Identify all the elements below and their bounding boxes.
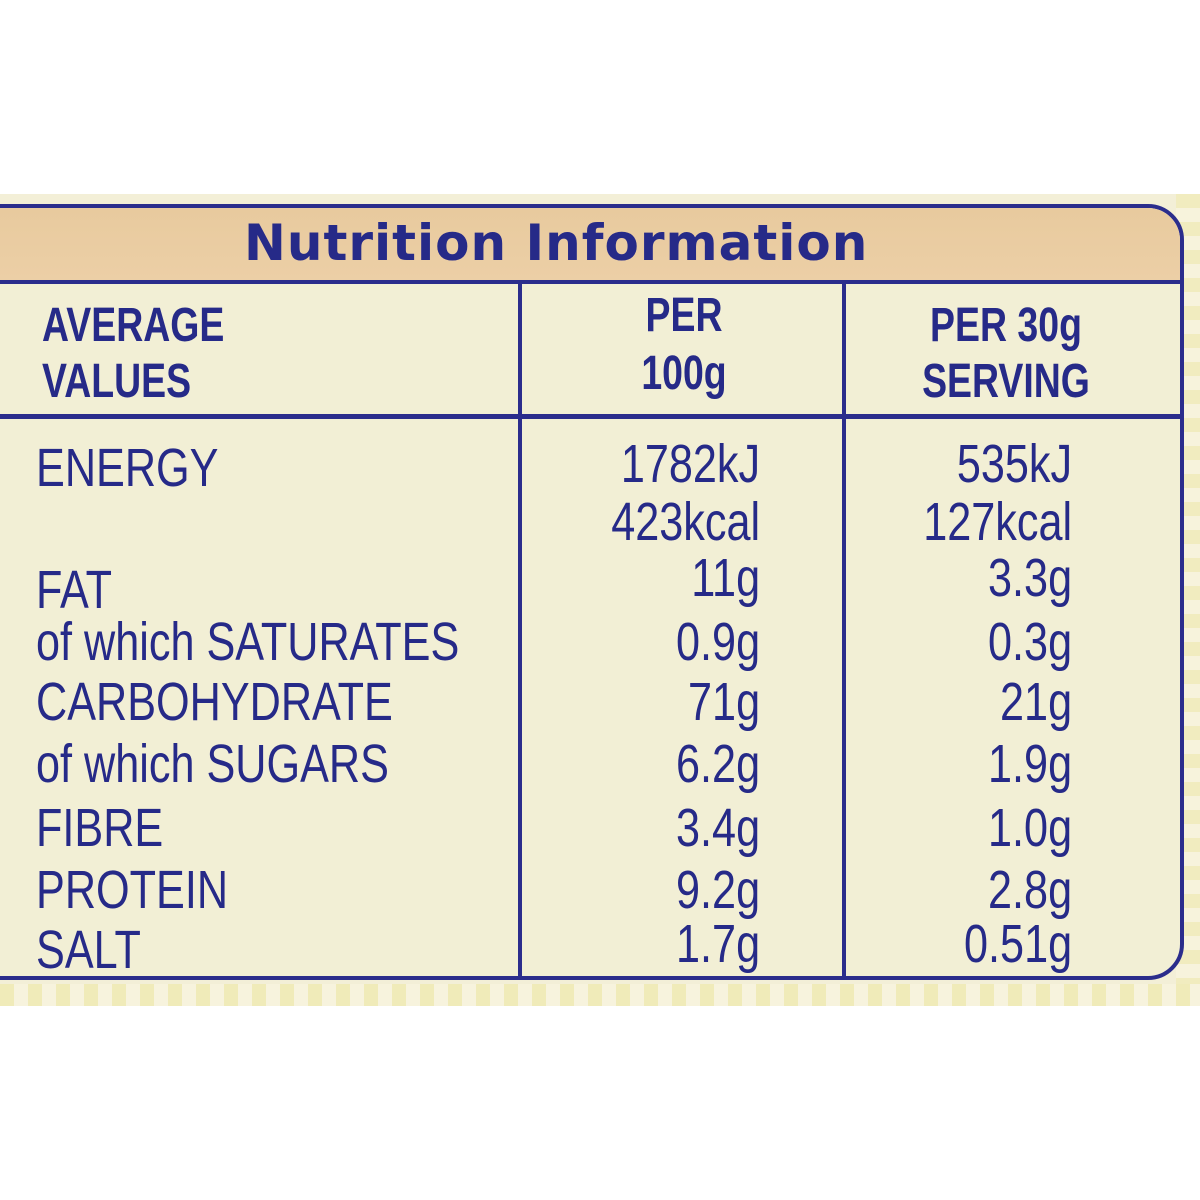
row-sugars-label: of which SUGARS (36, 734, 389, 794)
row-fat-label: FAT (36, 560, 113, 620)
row-fat-per30: 3.3g (987, 548, 1072, 608)
row-carbohydrate-per30: 21g (999, 672, 1072, 732)
packaging-stripes-bottom (0, 984, 1200, 1006)
column-divider-2 (842, 280, 846, 976)
row-energy-kj-per30: 535kJ (956, 434, 1072, 494)
header-values: VALUES (42, 355, 192, 408)
row-saturates-label: of which SATURATES (36, 612, 460, 672)
row-protein-per100: 9.2g (675, 860, 760, 920)
row-energy-kcal-per30: 127kcal (923, 492, 1072, 552)
nutrition-label-photo: Nutrition Information AVERAGE VALUES PER… (0, 194, 1200, 1006)
row-salt-per30: 0.51g (963, 914, 1072, 974)
column-divider-1 (518, 280, 522, 976)
row-energy-label: ENERGY (36, 438, 219, 498)
row-saturates-per30: 0.3g (987, 612, 1072, 672)
row-protein-per30: 2.8g (987, 860, 1072, 920)
header-per-30g: PER 30g (930, 299, 1082, 352)
row-fibre-per30: 1.0g (987, 798, 1072, 858)
header-100g: 100g (641, 347, 727, 400)
header-average: AVERAGE (42, 299, 225, 352)
row-protein-label: PROTEIN (36, 860, 229, 920)
row-fibre-per100: 3.4g (675, 798, 760, 858)
row-sugars-per30: 1.9g (987, 734, 1072, 794)
row-energy-kcal-per100: 423kcal (611, 492, 760, 552)
header-divider (0, 414, 1180, 419)
title-bar: Nutrition Information (0, 208, 1180, 284)
row-carbohydrate-label: CARBOHYDRATE (36, 672, 393, 732)
row-saturates-per100: 0.9g (675, 612, 760, 672)
row-fat-per100: 11g (691, 548, 760, 608)
row-carbohydrate-per100: 71g (687, 672, 760, 732)
row-sugars-per100: 6.2g (675, 734, 760, 794)
row-salt-label: SALT (36, 920, 141, 980)
row-fibre-label: FIBRE (36, 798, 164, 858)
row-salt-per100: 1.7g (675, 914, 760, 974)
header-per: PER (645, 289, 723, 342)
table-title: Nutrition Information (244, 214, 869, 272)
row-energy-kj-per100: 1782kJ (620, 434, 760, 494)
nutrition-table: Nutrition Information AVERAGE VALUES PER… (0, 204, 1184, 980)
header-serving: SERVING (922, 355, 1090, 408)
